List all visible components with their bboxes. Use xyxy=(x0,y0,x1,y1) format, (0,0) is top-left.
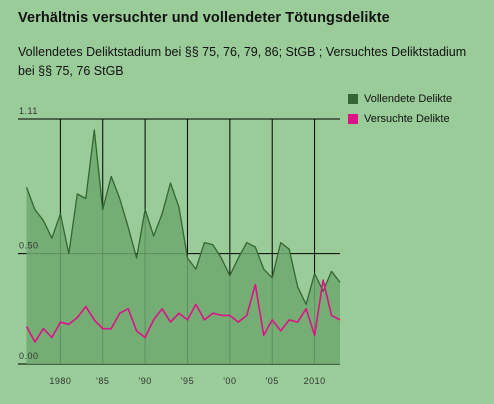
y-tick-label: 0.50 xyxy=(19,241,39,251)
legend-item-versuchte[interactable]: Versuchte Delikte xyxy=(348,109,452,129)
chart-legend: Vollendete Delikte Versuchte Delikte xyxy=(348,89,452,129)
legend-swatch-versuchte xyxy=(348,114,358,124)
x-tick-label: 1980 xyxy=(49,376,71,386)
legend-label-vollendete: Vollendete Delikte xyxy=(364,93,453,105)
x-tick-label: '85 xyxy=(96,376,109,386)
x-tick-label: '90 xyxy=(138,376,151,386)
legend-item-vollendete[interactable]: Vollendete Delikte xyxy=(348,89,452,109)
x-tick-label: '00 xyxy=(223,376,236,386)
x-tick-label: '95 xyxy=(181,376,194,386)
legend-swatch-vollendete xyxy=(348,94,358,104)
chart-title: Verhältnis versuchter und vollendeter Tö… xyxy=(18,10,390,26)
legend-label-versuchte: Versuchte Delikte xyxy=(364,113,450,125)
x-tick-label: 2010 xyxy=(304,376,326,386)
x-tick-label: '05 xyxy=(266,376,279,386)
series-line-versuchte xyxy=(25,279,341,343)
chart-subtitle: Vollendetes Deliktstadium bei §§ 75, 76,… xyxy=(18,45,467,78)
series-line-vollendete xyxy=(25,129,341,306)
area-vollendete xyxy=(26,130,340,364)
y-tick-label: 0.00 xyxy=(19,351,39,361)
y-tick-label: 1.11 xyxy=(19,106,38,116)
